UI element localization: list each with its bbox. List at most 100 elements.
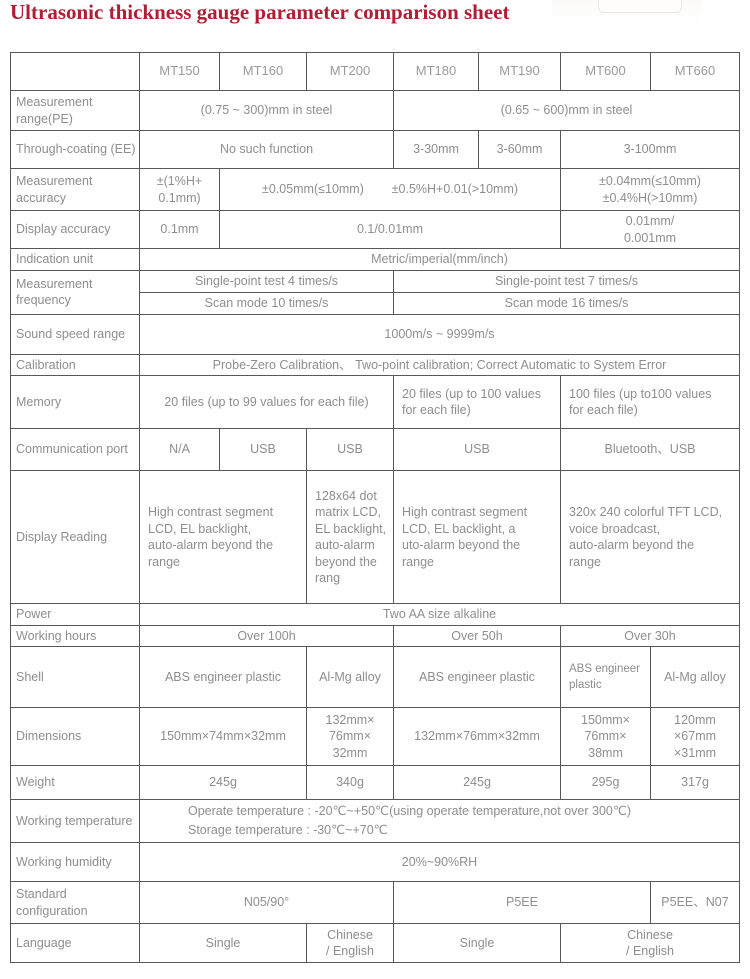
row-measurement-accuracy: Measurement accuracy ±(1%H+ 0.1mm) ±0.05mm… [10, 168, 740, 211]
row-weight: Weight 245g 340g 245g 295g 317g [10, 765, 740, 800]
faded-product-thumbnail [552, 0, 702, 30]
row-working-temperature: Working temperature Operate temperature :… [10, 799, 740, 843]
row-label-communication-port: Communication port [10, 428, 140, 471]
cell-calibration: Probe-Zero Calibration、 Two-point calibr… [139, 353, 740, 376]
row-label-calibration: Calibration [10, 353, 140, 376]
faded-product-thumbnail-outline [598, 0, 682, 13]
cell-shell: Al-Mg alloy [306, 646, 394, 708]
cell-communication-port: USB [219, 428, 307, 471]
cell-display-reading: 128x64 dot matrix LCD, EL backlight, aut… [306, 470, 394, 604]
cell-language: Chinese / English [306, 923, 394, 963]
row-label-memory: Memory [10, 375, 140, 429]
row-power: Power Two AA size alkaline [10, 603, 740, 626]
cell-dimensions: 120mm ×67mm ×31mm [650, 707, 740, 766]
cell-display-reading: High contrast segment LCD, EL backlight,… [393, 470, 561, 604]
row-label-shell: Shell [10, 646, 140, 708]
cell-weight: 245g [393, 765, 561, 800]
row-calibration: Calibration Probe-Zero Calibration、 Two-p… [10, 353, 740, 376]
cell-language: Chinese / English [560, 923, 740, 963]
row-label-indication-unit: Indication unit [10, 248, 140, 271]
row-language: Language Single Chinese / English Single Chi… [10, 923, 740, 963]
model-header-mt160: MT160 [219, 52, 307, 91]
cell-memory: 100 files (up to100 values for each file… [560, 375, 740, 429]
row-label-through-coating: Through-coating (EE) [10, 130, 140, 169]
cell-standard-configuration: N05/90° [139, 881, 394, 924]
cell-display-accuracy: 0.1/0.01mm [219, 210, 561, 249]
row-label-power: Power [10, 603, 140, 626]
model-header-mt200: MT200 [306, 52, 394, 91]
row-label-display-reading: Display Reading [10, 470, 140, 604]
row-through-coating: Through-coating (EE) No such function 3-30… [10, 130, 740, 169]
row-working-hours: Working hours Over 100h Over 50h Over 30h [10, 624, 740, 647]
row-label-weight: Weight [10, 765, 140, 800]
table-corner-cell [10, 52, 140, 91]
row-label-working-hours: Working hours [10, 624, 140, 647]
page-title: Ultrasonic thickness gauge parameter com… [10, 0, 510, 24]
row-label-measurement-frequency: Measurement frequency [10, 269, 140, 315]
row-standard-configuration: Standard configuration N05/90° P5EE P5EE、N0… [10, 881, 740, 924]
cell-indication-unit: Metric/imperial(mm/inch) [139, 248, 740, 271]
cell-measurement-accuracy: ±(1%H+ 0.1mm) [139, 168, 220, 211]
row-shell: Shell ABS engineer plastic Al-Mg alloy ABS … [10, 646, 740, 708]
row-label-working-humidity: Working humidity [10, 842, 140, 882]
header-row: MT150 MT160 MT200 MT180 MT190 MT600 MT660 [10, 52, 740, 91]
model-header-mt660: MT660 [650, 52, 740, 91]
cell-communication-port: Bluetooth、USB [560, 428, 740, 471]
cell-standard-configuration: P5EE [393, 881, 651, 924]
model-header-mt150: MT150 [139, 52, 220, 91]
cell-weight: 340g [306, 765, 394, 800]
row-display-accuracy: Display accuracy 0.1mm 0.1/0.01mm 0.01mm/ 0… [10, 210, 740, 249]
row-communication-port: Communication port N/A USB USB USB Bluetooth、… [10, 428, 740, 471]
cell-standard-configuration: P5EE、N07 [650, 881, 740, 924]
cell-language: Single [393, 923, 561, 963]
row-memory: Memory 20 files (up to 99 values for each… [10, 375, 740, 429]
row-label-display-accuracy: Display accuracy [10, 210, 140, 249]
row-label-sound-speed-range: Sound speed range [10, 313, 140, 355]
cell-display-accuracy: 0.01mm/ 0.001mm [560, 210, 740, 249]
cell-measurement-frequency: Single-point test 4 times/s [139, 269, 394, 293]
cell-through-coating: 3-30mm [393, 130, 479, 169]
cell-power: Two AA size alkaline [139, 603, 740, 626]
cell-shell: ABS engineer plastic [393, 646, 561, 708]
cell-measurement-accuracy: ±0.05mm(≤10mm) ±0.5%H+0.01(>10mm) [219, 168, 561, 211]
cell-shell: ABS engineer plastic [560, 646, 651, 708]
row-label-language: Language [10, 923, 140, 963]
cell-working-hours: Over 50h [393, 624, 561, 647]
cell-measurement-range: (0.75 ~ 300)mm in steel [139, 90, 394, 131]
cell-communication-port: N/A [139, 428, 220, 471]
model-header-mt180: MT180 [393, 52, 479, 91]
cell-sound-speed-range: 1000m/s ~ 9999m/s [139, 313, 740, 355]
cell-working-hours: Over 100h [139, 624, 394, 647]
cell-display-reading: High contrast segment LCD, EL backlight,… [139, 470, 307, 604]
row-sound-speed-range: Sound speed range 1000m/s ~ 9999m/s [10, 313, 740, 355]
row-indication-unit: Indication unit Metric/imperial(mm/inch) [10, 248, 740, 271]
cell-shell: ABS engineer plastic [139, 646, 307, 708]
cell-working-temperature: Operate temperature : -20℃~+50℃(using op… [139, 799, 740, 843]
cell-memory: 20 files (up to 100 values for each file… [393, 375, 561, 429]
cell-measurement-accuracy: ±0.04mm(≤10mm) ±0.4%H(>10mm) [560, 168, 740, 211]
cell-display-accuracy: 0.1mm [139, 210, 220, 249]
cell-through-coating: 3-60mm [478, 130, 561, 169]
row-label-working-temperature: Working temperature [10, 799, 140, 843]
cell-dimensions: 150mm×74mm×32mm [139, 707, 307, 766]
cell-measurement-frequency: Single-point test 7 times/s [393, 269, 740, 293]
cell-communication-port: USB [306, 428, 394, 471]
comparison-table: MT150 MT160 MT200 MT180 MT190 MT600 MT660 Measu… [10, 52, 740, 963]
model-header-mt600: MT600 [560, 52, 651, 91]
row-measurement-frequency-1: Scan mode 10 times/s Scan mode 16 times/s [11, 291, 740, 315]
cell-language: Single [139, 923, 307, 963]
row-label-dimensions: Dimensions [10, 707, 140, 766]
cell-working-hours: Over 30h [560, 624, 740, 647]
cell-dimensions: 150mm× 76mm× 38mm [560, 707, 651, 766]
row-measurement-range: Measurement range(PE) (0.75 ~ 300)mm in s… [10, 90, 740, 131]
cell-through-coating: No such function [139, 130, 394, 169]
cell-display-reading: 320x 240 colorful TFT LCD, voice broadca… [560, 470, 740, 604]
cell-measurement-frequency: Scan mode 16 times/s [393, 291, 740, 315]
row-display-reading: Display Reading High contrast segment LCD… [10, 470, 740, 604]
cell-measurement-range: (0.65 ~ 600)mm in steel [393, 90, 740, 131]
cell-weight: 295g [560, 765, 651, 800]
row-measurement-frequency-0: Measurement frequency Single-point test 4… [10, 269, 740, 315]
model-header-mt190: MT190 [478, 52, 561, 91]
cell-working-humidity: 20%~90%RH [139, 842, 740, 882]
cell-weight: 245g [139, 765, 307, 800]
